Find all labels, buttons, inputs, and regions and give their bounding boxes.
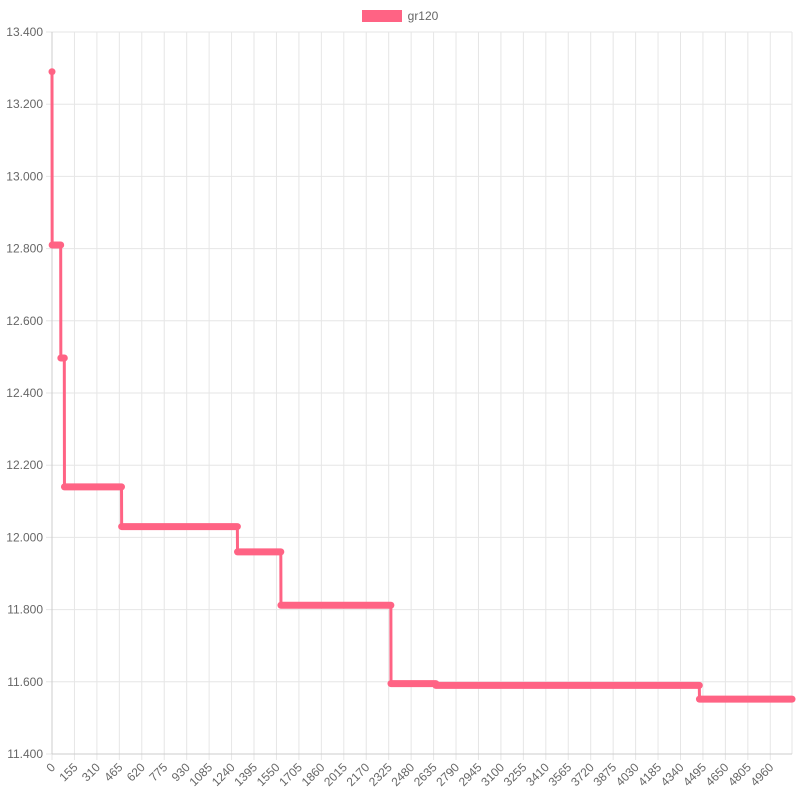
x-tick-label: 2790 <box>433 760 462 789</box>
x-tick-label: 4495 <box>680 760 709 789</box>
x-tick-label: 3875 <box>590 760 619 789</box>
x-tick-label: 2015 <box>321 760 350 789</box>
x-tick-label: 465 <box>101 760 125 784</box>
x-tick-label: 2170 <box>344 760 373 789</box>
legend[interactable]: gr120 <box>0 8 800 24</box>
x-tick-label: 1240 <box>209 760 238 789</box>
x-tick-label: 4805 <box>725 760 754 789</box>
x-tick-label: 2635 <box>411 760 440 789</box>
x-tick-label: 1705 <box>276 760 305 789</box>
legend-swatch <box>361 10 402 22</box>
y-tick-label: 11.400 <box>7 747 43 761</box>
y-tick-label: 12.200 <box>6 458 43 472</box>
x-tick-label: 4650 <box>703 760 732 789</box>
x-tick-label: 4340 <box>658 760 687 789</box>
x-tick-label: 3720 <box>568 760 597 789</box>
x-tick-label: 620 <box>124 760 148 784</box>
x-tick-label: 3100 <box>478 760 507 789</box>
y-tick-label: 12.800 <box>6 242 43 256</box>
x-tick-label: 3565 <box>546 760 575 789</box>
x-tick-label: 310 <box>79 760 103 784</box>
x-tick-label: 4185 <box>635 760 664 789</box>
x-tick-label: 2325 <box>366 760 395 789</box>
x-tick-label: 4030 <box>613 760 642 789</box>
x-tick-label: 1085 <box>186 760 215 789</box>
x-tick-label: 155 <box>57 760 81 784</box>
y-tick-label: 13.200 <box>6 97 43 111</box>
y-tick-label: 11.800 <box>7 603 43 617</box>
x-tick-label: 2480 <box>388 760 417 789</box>
x-tick-label: 1550 <box>254 760 283 789</box>
y-tick-label: 12.600 <box>6 314 43 328</box>
x-tick-label: 4960 <box>748 760 777 789</box>
series-line-gr120 <box>50 70 794 701</box>
x-tick-label: 0 <box>43 760 58 775</box>
x-tick-label: 3255 <box>501 760 530 789</box>
y-tick-label: 13.000 <box>6 169 43 183</box>
x-tick-label: 3410 <box>523 760 552 789</box>
x-tick-label: 1860 <box>299 760 328 789</box>
legend-label: gr120 <box>407 9 439 23</box>
x-tick-label: 1395 <box>231 760 260 789</box>
x-tick-label: 775 <box>146 760 170 784</box>
data-point <box>48 68 56 76</box>
x-tick-label: 2945 <box>456 760 485 789</box>
y-tick-label: 12.400 <box>6 386 43 400</box>
y-tick-label: 11.600 <box>7 675 43 689</box>
y-tick-label: 13.400 <box>6 25 43 39</box>
y-tick-label: 12.000 <box>6 530 43 544</box>
